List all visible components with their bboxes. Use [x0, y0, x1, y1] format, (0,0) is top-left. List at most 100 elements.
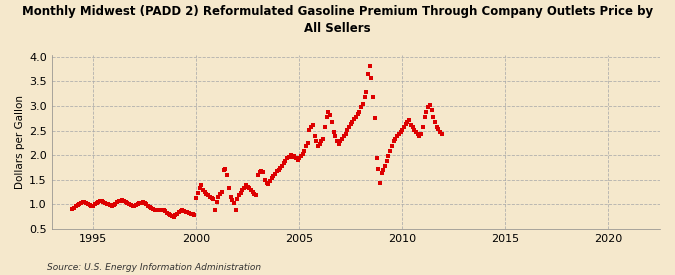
Point [74, 201, 84, 206]
Point [325, 113, 335, 117]
Point [277, 164, 288, 168]
Point [431, 124, 442, 129]
Point [346, 122, 356, 127]
Point [299, 149, 310, 153]
Point [149, 208, 160, 212]
Point [335, 139, 346, 144]
Point [376, 171, 387, 175]
Point [146, 206, 157, 210]
Point [81, 201, 92, 205]
Point [331, 139, 342, 144]
Point [354, 110, 364, 114]
Point [284, 154, 294, 159]
Point [306, 124, 317, 129]
Point [86, 204, 97, 208]
Point [221, 172, 232, 177]
Point [419, 115, 430, 119]
Point [294, 156, 304, 160]
Point [421, 110, 432, 114]
Point [205, 194, 215, 199]
Point [265, 178, 275, 183]
Point [100, 200, 111, 205]
Point [119, 199, 130, 204]
Point [98, 199, 109, 204]
Point [230, 208, 241, 212]
Point [117, 198, 128, 202]
Point [206, 196, 217, 200]
Point [165, 213, 176, 218]
Point [361, 90, 372, 95]
Point [273, 167, 284, 172]
Point [428, 115, 439, 119]
Point [327, 120, 338, 124]
Point [342, 127, 352, 132]
Point [192, 191, 203, 196]
Point [187, 212, 198, 217]
Point [313, 144, 323, 148]
Point [72, 202, 83, 207]
Point [406, 122, 416, 127]
Point [218, 167, 229, 172]
Point [263, 182, 273, 187]
Point [82, 202, 93, 206]
Point [282, 156, 293, 161]
Point [435, 129, 446, 134]
Point [304, 127, 315, 132]
Point [418, 124, 429, 129]
Point [173, 210, 184, 215]
Point [95, 199, 105, 204]
Point [404, 117, 414, 122]
Point [280, 159, 291, 163]
Point [155, 208, 165, 212]
Point [108, 202, 119, 207]
Point [356, 105, 367, 109]
Point [115, 199, 126, 203]
Point [101, 201, 112, 206]
Point [67, 207, 78, 211]
Point [388, 139, 399, 144]
Point [333, 142, 344, 146]
Point [248, 190, 259, 194]
Point [163, 212, 174, 216]
Point [129, 204, 140, 208]
Point [138, 200, 148, 204]
Point [228, 201, 239, 205]
Point [297, 152, 308, 156]
Point [309, 134, 320, 139]
Point [179, 209, 190, 213]
Point [196, 183, 207, 188]
Point [103, 202, 114, 206]
Point [180, 210, 191, 214]
Point [362, 72, 373, 76]
Point [191, 196, 202, 200]
Point [412, 132, 423, 136]
Point [130, 203, 141, 207]
Point [352, 112, 363, 117]
Point [251, 193, 262, 197]
Point [184, 211, 194, 215]
Point [194, 186, 205, 191]
Point [357, 101, 368, 106]
Point [198, 188, 209, 192]
Point [259, 177, 270, 182]
Point [426, 108, 437, 112]
Point [236, 191, 246, 196]
Point [124, 202, 134, 206]
Point [167, 214, 178, 219]
Point [70, 204, 81, 208]
Point [201, 192, 212, 196]
Point [142, 204, 153, 208]
Point [400, 122, 411, 127]
Point [339, 134, 350, 139]
Point [296, 154, 306, 158]
Point [373, 167, 383, 171]
Point [319, 124, 330, 129]
Point [429, 120, 440, 124]
Point [381, 159, 392, 163]
Point [321, 115, 332, 119]
Point [437, 132, 448, 137]
Point [112, 200, 123, 204]
Point [177, 208, 188, 213]
Point [91, 201, 102, 205]
Point [105, 203, 115, 207]
